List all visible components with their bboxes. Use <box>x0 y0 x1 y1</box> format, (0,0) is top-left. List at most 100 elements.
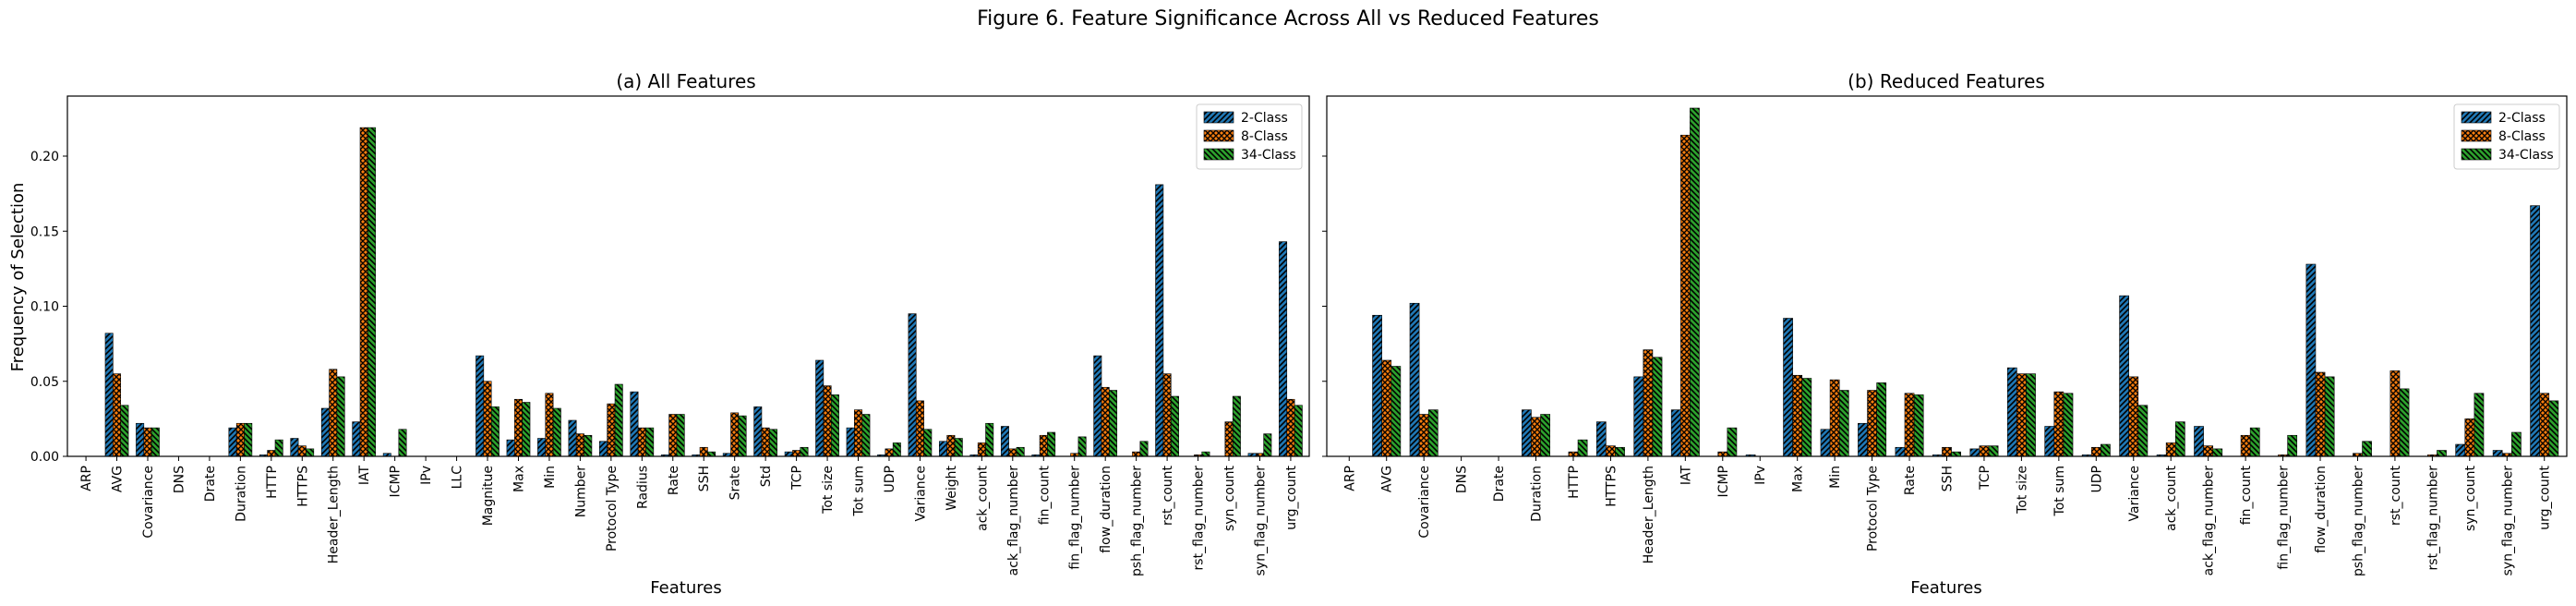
legend-label: 34-Class <box>1241 148 1296 163</box>
x-axis-label: Features <box>1910 578 1981 598</box>
x-tick-label: rst_count <box>2389 465 2403 526</box>
bar-hatch <box>985 423 993 456</box>
legend-label: 8-Class <box>2498 129 2546 144</box>
bar-hatch <box>955 438 963 456</box>
bar-hatch <box>723 453 731 456</box>
bar-hatch <box>1410 303 1420 456</box>
bar-hatch <box>1801 378 1812 456</box>
bar-hatch <box>668 414 677 456</box>
bar-hatch <box>1568 452 1579 456</box>
x-tick-label: Tot sum <box>2052 466 2067 516</box>
x-tick-label: HTTPS <box>1604 466 1619 507</box>
bar-hatch <box>584 435 592 456</box>
x-tick-label: UDP <box>2089 466 2104 492</box>
x-tick-label: ICMP <box>1716 466 1731 497</box>
bar-hatch <box>1256 453 1264 456</box>
x-tick-label: flow_duration <box>1099 466 1113 553</box>
bar-hatch <box>2548 400 2558 456</box>
x-tick-label: fin_count <box>1037 466 1052 526</box>
x-tick-label: Header_Length <box>327 466 342 564</box>
bar-hatch <box>306 448 314 456</box>
x-tick-label: Tot size <box>821 466 836 515</box>
bar-hatch <box>267 450 276 456</box>
bar-hatch <box>1643 349 1653 456</box>
x-tick-label: urg_count <box>2538 466 2553 530</box>
legend-label: 2-Class <box>1241 111 1288 126</box>
legend-swatch-hatch <box>2462 149 2491 160</box>
bar-hatch <box>483 381 492 456</box>
bar-hatch <box>2175 421 2185 456</box>
bar-hatch <box>792 450 800 456</box>
bar-hatch <box>638 428 646 456</box>
panel-all-features: (a) All Features Frequency of Selection … <box>8 70 1310 598</box>
bar-hatch <box>136 423 144 456</box>
bar-hatch <box>1419 414 1429 456</box>
bar-hatch <box>1077 436 1087 456</box>
bar-hatch <box>1633 376 1643 456</box>
bar-hatch <box>1093 356 1101 456</box>
bar-hatch <box>537 438 546 456</box>
bar-hatch <box>1914 394 1924 456</box>
bar-hatch <box>1876 382 1886 456</box>
legend-label: 8-Class <box>1241 129 1288 144</box>
bar-hatch <box>2437 450 2447 456</box>
x-tick-label: Protocol Type <box>605 466 620 551</box>
bar-hatch <box>383 453 391 456</box>
bar-hatch <box>1522 409 1532 456</box>
bar-hatch <box>1615 447 1625 456</box>
bar-hatch <box>2315 372 2326 456</box>
x-tick-label: HTTP <box>1567 466 1582 499</box>
bar-hatch <box>607 404 616 456</box>
x-tick-label: Rate <box>667 466 681 495</box>
bar-hatch <box>290 438 299 456</box>
bar-hatch <box>877 454 885 456</box>
bar-hatch <box>1008 448 1017 456</box>
bar-hatch <box>753 406 762 456</box>
bar-hatch <box>761 428 770 456</box>
bar-hatch <box>545 393 554 456</box>
legend-swatch-hatch <box>1204 130 1234 141</box>
x-tick-label: ack_count <box>2164 465 2179 530</box>
bar-hatch <box>1867 390 1877 456</box>
bar-hatch <box>1690 108 1700 456</box>
bar-hatch <box>1224 421 1234 456</box>
x-tick-label: ICMP <box>389 466 403 497</box>
x-axis-label: Features <box>650 578 721 598</box>
bar-hatch <box>1839 390 1849 456</box>
bar-hatch <box>885 448 894 456</box>
x-tick-label: Header_Length <box>1642 466 1656 564</box>
bar-hatch <box>2353 453 2363 456</box>
figure-suptitle: Figure 6. Feature Significance Across Al… <box>977 7 1599 30</box>
bar-hatch <box>398 429 407 456</box>
legend-label: 34-Class <box>2498 148 2554 163</box>
x-tick-label: IAT <box>357 466 372 486</box>
bar-hatch <box>1727 428 1737 456</box>
bar-hatch <box>2091 447 2101 456</box>
x-tick-label: syn_flag_number <box>2500 466 2515 576</box>
bar-hatch <box>1596 421 1607 456</box>
bar-hatch <box>1233 396 1241 456</box>
bar-hatch <box>738 416 747 456</box>
x-tick-label: fin_count <box>2239 466 2254 526</box>
bar-hatch <box>1294 405 1303 456</box>
x-tick-label: AVG <box>1380 466 1395 492</box>
bar-hatch <box>800 447 809 456</box>
bar-hatch <box>661 454 669 456</box>
x-tick-label: ack_flag_number <box>1006 466 1021 576</box>
bar-hatch <box>1132 452 1140 456</box>
bar-hatch <box>2493 450 2503 456</box>
x-tick-label: AVG <box>111 466 126 492</box>
bar-hatch <box>475 356 484 456</box>
bar-hatch <box>2278 454 2288 456</box>
bar-hatch <box>1969 448 1980 456</box>
y-tick-label: 0.20 <box>30 150 59 164</box>
x-tick-label: rst_count <box>1161 465 1175 526</box>
bar-hatch <box>514 399 523 456</box>
bar-hatch <box>1652 357 1663 456</box>
x-tick-layer: ARP AVG Covariance DNS Drate Duration HTTP HTTP… <box>79 456 1299 576</box>
bar-hatch <box>2166 442 2176 456</box>
bars-layer <box>104 127 1303 457</box>
x-tick-label: Tot sum <box>852 466 867 516</box>
bar-hatch <box>707 452 716 456</box>
bar-hatch <box>769 429 777 456</box>
